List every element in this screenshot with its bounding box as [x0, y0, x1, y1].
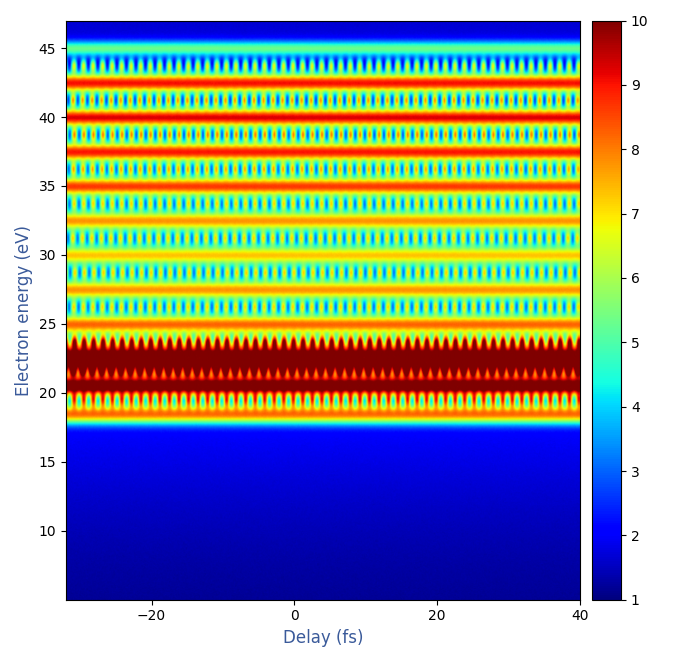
X-axis label: Delay (fs): Delay (fs)	[283, 629, 363, 647]
Y-axis label: Electron energy (eV): Electron energy (eV)	[15, 224, 33, 396]
